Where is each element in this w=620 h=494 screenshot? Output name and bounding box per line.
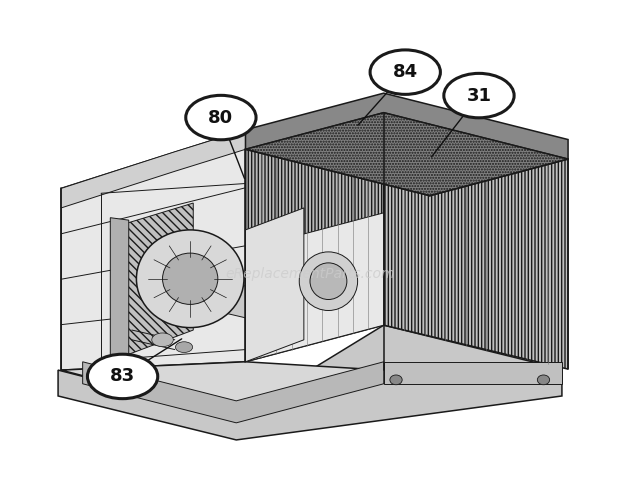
Polygon shape xyxy=(58,325,562,440)
Ellipse shape xyxy=(136,230,244,328)
Polygon shape xyxy=(61,362,384,415)
Text: 31: 31 xyxy=(466,86,492,105)
Text: 80: 80 xyxy=(208,109,234,126)
Ellipse shape xyxy=(175,342,193,353)
Text: 83: 83 xyxy=(110,368,135,385)
Ellipse shape xyxy=(87,354,157,399)
Polygon shape xyxy=(246,213,384,362)
Ellipse shape xyxy=(370,50,440,94)
Polygon shape xyxy=(110,218,129,357)
Ellipse shape xyxy=(299,252,358,311)
Text: 84: 84 xyxy=(392,63,418,81)
Polygon shape xyxy=(384,113,568,369)
Polygon shape xyxy=(246,113,384,362)
Polygon shape xyxy=(246,208,304,362)
Polygon shape xyxy=(82,362,384,423)
Polygon shape xyxy=(126,203,193,356)
Polygon shape xyxy=(61,130,246,370)
Polygon shape xyxy=(246,93,568,159)
Circle shape xyxy=(538,375,550,385)
Ellipse shape xyxy=(152,333,173,347)
Ellipse shape xyxy=(310,263,347,299)
Ellipse shape xyxy=(186,95,256,140)
Polygon shape xyxy=(246,113,568,196)
Ellipse shape xyxy=(444,73,514,118)
Polygon shape xyxy=(384,362,562,384)
Text: eReplacementParts.com: eReplacementParts.com xyxy=(225,267,395,281)
Polygon shape xyxy=(193,274,246,318)
Circle shape xyxy=(390,375,402,385)
Polygon shape xyxy=(61,130,246,208)
Ellipse shape xyxy=(162,253,218,304)
